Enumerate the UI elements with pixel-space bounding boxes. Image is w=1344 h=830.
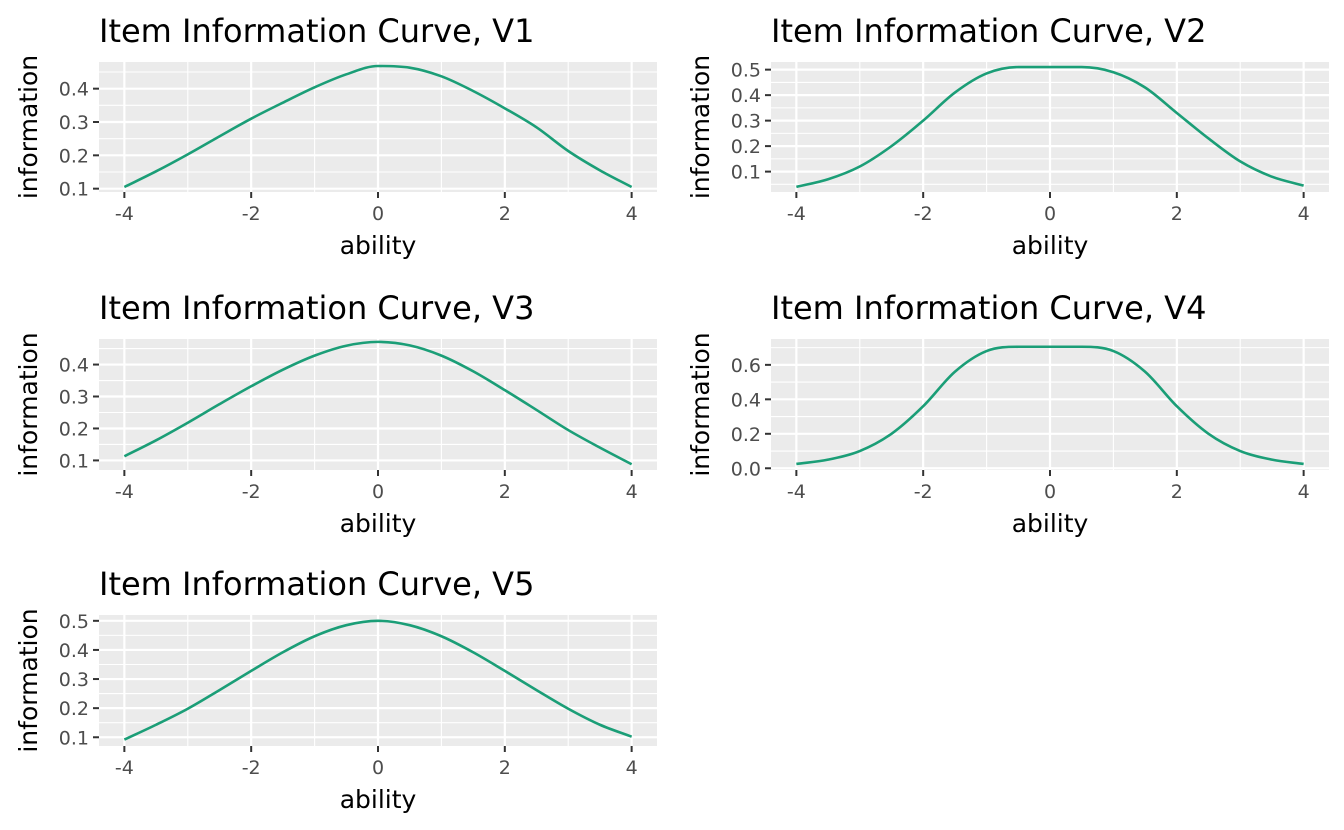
x-axis-title: ability [340,231,417,260]
x-tick-label: -4 [115,757,134,779]
x-tick-label: -2 [242,203,261,225]
y-tick-label: 0.2 [731,136,761,158]
x-tick-label: -2 [914,203,933,225]
y-tick-label: 0.5 [59,611,89,633]
y-axis-title: information [686,55,715,199]
y-axis-title: information [686,332,715,476]
x-tick-label: 4 [626,203,638,225]
y-tick-label: 0.1 [731,162,761,184]
x-tick-label: -4 [115,203,134,225]
y-tick-label: 0.5 [731,60,761,82]
chart-panel-v2: Item Information Curve, V2 0.1 0.2 0.3 0.4 0.… [686,12,1329,260]
chart-title: Item Information Curve, V1 [99,12,534,50]
information-curve-line [123,619,633,741]
x-axis-title: ability [1012,231,1089,260]
x-axis-title: ability [340,785,417,814]
chart-panel-v1: Item Information Curve, V1 0.1 0.2 0.3 0.4 -4… [14,12,657,260]
x-tick-label: 4 [1298,203,1310,225]
x-tick-label: 2 [499,203,511,225]
information-curve-line [796,65,1304,189]
y-tick-label: 0.4 [731,389,761,411]
x-tick-label: 4 [626,757,638,779]
x-tick-label: 0 [1044,203,1056,225]
y-tick-label: 0.3 [59,669,89,691]
y-tick-label: 0.4 [731,85,761,107]
chart-panel-v5: Item Information Curve, V5 0.1 0.2 0.3 0.4 0.… [14,565,657,814]
chart-title: Item Information Curve, V5 [99,565,534,603]
x-tick-label: -2 [242,481,261,503]
x-tick-label: -4 [787,481,806,503]
chart-title: Item Information Curve, V2 [771,12,1206,50]
y-tick-label: 0.4 [59,355,89,377]
chart-panel-v4: Item Information Curve, V4 0.0 0.2 0.4 0.6 -4… [686,289,1329,538]
chart-panel-v3: Item Information Curve, V3 0.1 0.2 0.3 0.4 -4… [14,289,657,538]
information-curve-line [796,345,1304,466]
x-tick-label: 0 [372,481,384,503]
x-tick-label: 2 [1171,481,1183,503]
chart-title: Item Information Curve, V3 [99,289,534,327]
y-axis-title: information [14,608,43,752]
x-tick-label: -2 [242,757,261,779]
x-tick-label: 4 [1298,481,1310,503]
y-tick-label: 0.6 [731,355,761,377]
x-tick-label: 0 [1044,481,1056,503]
y-tick-label: 0.4 [59,79,89,101]
x-tick-label: 2 [499,481,511,503]
y-tick-label: 0.3 [59,112,89,134]
x-tick-label: -4 [115,481,134,503]
x-tick-label: 2 [1171,203,1183,225]
y-tick-label: 0.1 [59,450,89,472]
y-axis-title: information [14,332,43,476]
x-tick-label: 2 [499,757,511,779]
x-tick-label: -2 [914,481,933,503]
y-tick-label: 0.1 [59,179,89,201]
x-tick-label: 0 [372,757,384,779]
information-curve-line [123,64,633,189]
information-curve-line [123,340,633,466]
y-tick-label: 0.2 [731,424,761,446]
x-tick-label: 0 [372,203,384,225]
y-tick-label: 0.0 [731,458,761,480]
x-tick-label: 4 [626,481,638,503]
y-tick-label: 0.2 [59,145,89,167]
y-tick-label: 0.1 [59,727,89,749]
y-tick-label: 0.2 [59,698,89,720]
x-tick-label: -4 [787,203,806,225]
y-tick-label: 0.3 [59,387,89,409]
y-tick-label: 0.4 [59,640,89,662]
y-tick-label: 0.2 [59,418,89,440]
x-axis-title: ability [340,509,417,538]
y-tick-label: 0.3 [731,111,761,133]
y-axis-title: information [14,55,43,199]
chart-title: Item Information Curve, V4 [771,289,1206,327]
x-axis-title: ability [1012,509,1089,538]
